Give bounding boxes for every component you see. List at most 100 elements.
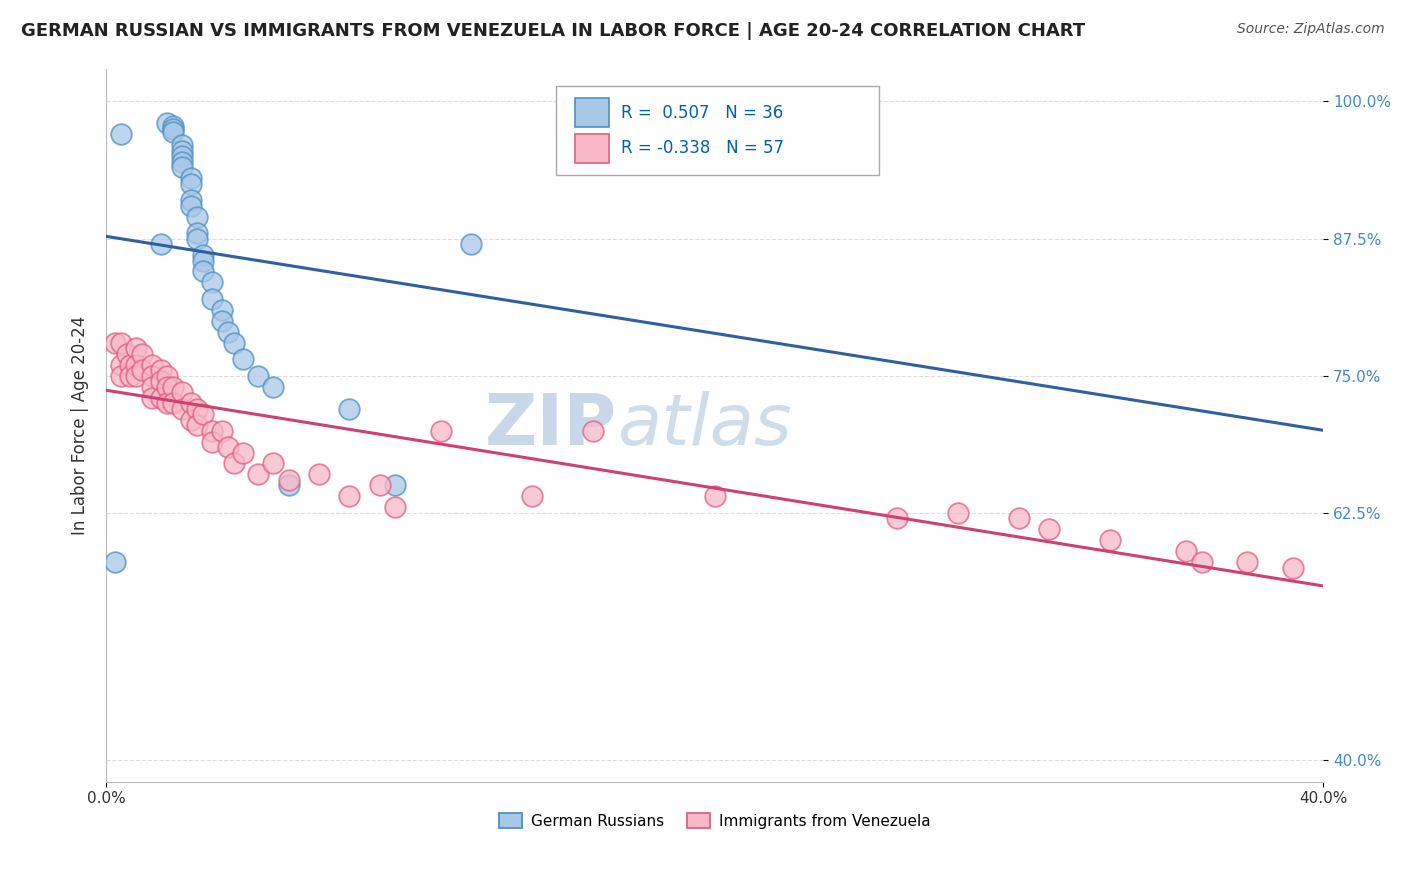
Point xyxy=(211,424,233,438)
Text: R = -0.338   N = 57: R = -0.338 N = 57 xyxy=(621,139,785,157)
Point xyxy=(141,358,163,372)
Point xyxy=(1175,544,1198,558)
Point xyxy=(582,424,605,438)
Point xyxy=(886,511,908,525)
Text: GERMAN RUSSIAN VS IMMIGRANTS FROM VENEZUELA IN LABOR FORCE | AGE 20-24 CORRELATI: GERMAN RUSSIAN VS IMMIGRANTS FROM VENEZU… xyxy=(21,22,1085,40)
Point xyxy=(110,368,132,383)
Point xyxy=(1099,533,1122,548)
Point xyxy=(1236,555,1258,569)
Point xyxy=(186,231,208,245)
Point xyxy=(222,457,245,471)
Point xyxy=(193,407,215,421)
Point xyxy=(429,424,451,438)
Point xyxy=(162,119,184,133)
Point xyxy=(104,555,127,569)
Point xyxy=(156,380,179,394)
Point xyxy=(384,478,406,492)
Point xyxy=(211,314,233,328)
Point xyxy=(337,401,360,416)
Text: Source: ZipAtlas.com: Source: ZipAtlas.com xyxy=(1237,22,1385,37)
Point xyxy=(141,380,163,394)
Point xyxy=(120,368,142,383)
Point xyxy=(201,434,224,449)
Point xyxy=(232,352,254,367)
Point xyxy=(170,138,193,153)
Point xyxy=(156,368,179,383)
Point xyxy=(217,440,239,454)
Point xyxy=(1282,560,1305,574)
Text: R =  0.507   N = 36: R = 0.507 N = 36 xyxy=(621,103,783,121)
Point xyxy=(262,380,284,394)
Point xyxy=(110,335,132,350)
Point xyxy=(170,385,193,400)
FancyBboxPatch shape xyxy=(557,87,879,176)
Point xyxy=(277,478,299,492)
Point xyxy=(460,237,482,252)
Point xyxy=(156,396,179,410)
Point xyxy=(1191,555,1213,569)
Point xyxy=(170,161,193,175)
Point xyxy=(149,374,172,388)
Point xyxy=(141,391,163,405)
Point xyxy=(222,335,245,350)
Point xyxy=(1008,511,1031,525)
Point xyxy=(703,490,725,504)
Point xyxy=(170,144,193,158)
Point xyxy=(180,171,202,186)
Bar xyxy=(575,134,609,162)
Point xyxy=(170,401,193,416)
Point xyxy=(180,199,202,213)
Point xyxy=(232,445,254,459)
Point xyxy=(162,121,184,136)
Legend: German Russians, Immigrants from Venezuela: German Russians, Immigrants from Venezue… xyxy=(492,806,936,835)
Point xyxy=(125,341,148,355)
Point xyxy=(247,467,270,482)
Point xyxy=(180,193,202,207)
Text: ZIP: ZIP xyxy=(485,391,617,459)
Text: atlas: atlas xyxy=(617,391,792,459)
Point xyxy=(384,500,406,515)
Point xyxy=(201,292,224,306)
Bar xyxy=(575,98,609,127)
Point xyxy=(141,368,163,383)
Point xyxy=(120,358,142,372)
Point xyxy=(946,506,969,520)
Point xyxy=(201,424,224,438)
Point xyxy=(262,457,284,471)
Point xyxy=(149,391,172,405)
Y-axis label: In Labor Force | Age 20-24: In Labor Force | Age 20-24 xyxy=(72,316,89,534)
Point xyxy=(186,210,208,224)
Point xyxy=(211,302,233,317)
Point xyxy=(104,335,127,350)
Point xyxy=(170,149,193,163)
Point xyxy=(131,347,153,361)
Point xyxy=(368,478,391,492)
Point xyxy=(180,396,202,410)
Point xyxy=(162,380,184,394)
Point xyxy=(149,363,172,377)
Point xyxy=(162,396,184,410)
Point xyxy=(201,276,224,290)
Point xyxy=(308,467,330,482)
Point xyxy=(125,358,148,372)
Point xyxy=(131,363,153,377)
Point xyxy=(149,237,172,252)
Point xyxy=(180,177,202,191)
Point xyxy=(170,154,193,169)
Point xyxy=(186,418,208,433)
Point xyxy=(193,253,215,268)
Point xyxy=(1038,522,1060,536)
Point xyxy=(162,125,184,139)
Point xyxy=(110,128,132,142)
Point xyxy=(277,473,299,487)
Point xyxy=(193,248,215,262)
Point xyxy=(186,401,208,416)
Point xyxy=(217,325,239,339)
Point xyxy=(180,412,202,426)
Point xyxy=(115,347,138,361)
Point xyxy=(247,368,270,383)
Point xyxy=(337,490,360,504)
Point xyxy=(125,368,148,383)
Point xyxy=(520,490,543,504)
Point xyxy=(156,116,179,130)
